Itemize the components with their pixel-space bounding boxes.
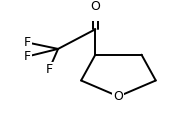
Text: F: F (24, 36, 31, 49)
Text: O: O (90, 0, 100, 13)
Text: F: F (24, 50, 31, 63)
Text: O: O (114, 90, 123, 103)
Text: F: F (46, 63, 53, 76)
